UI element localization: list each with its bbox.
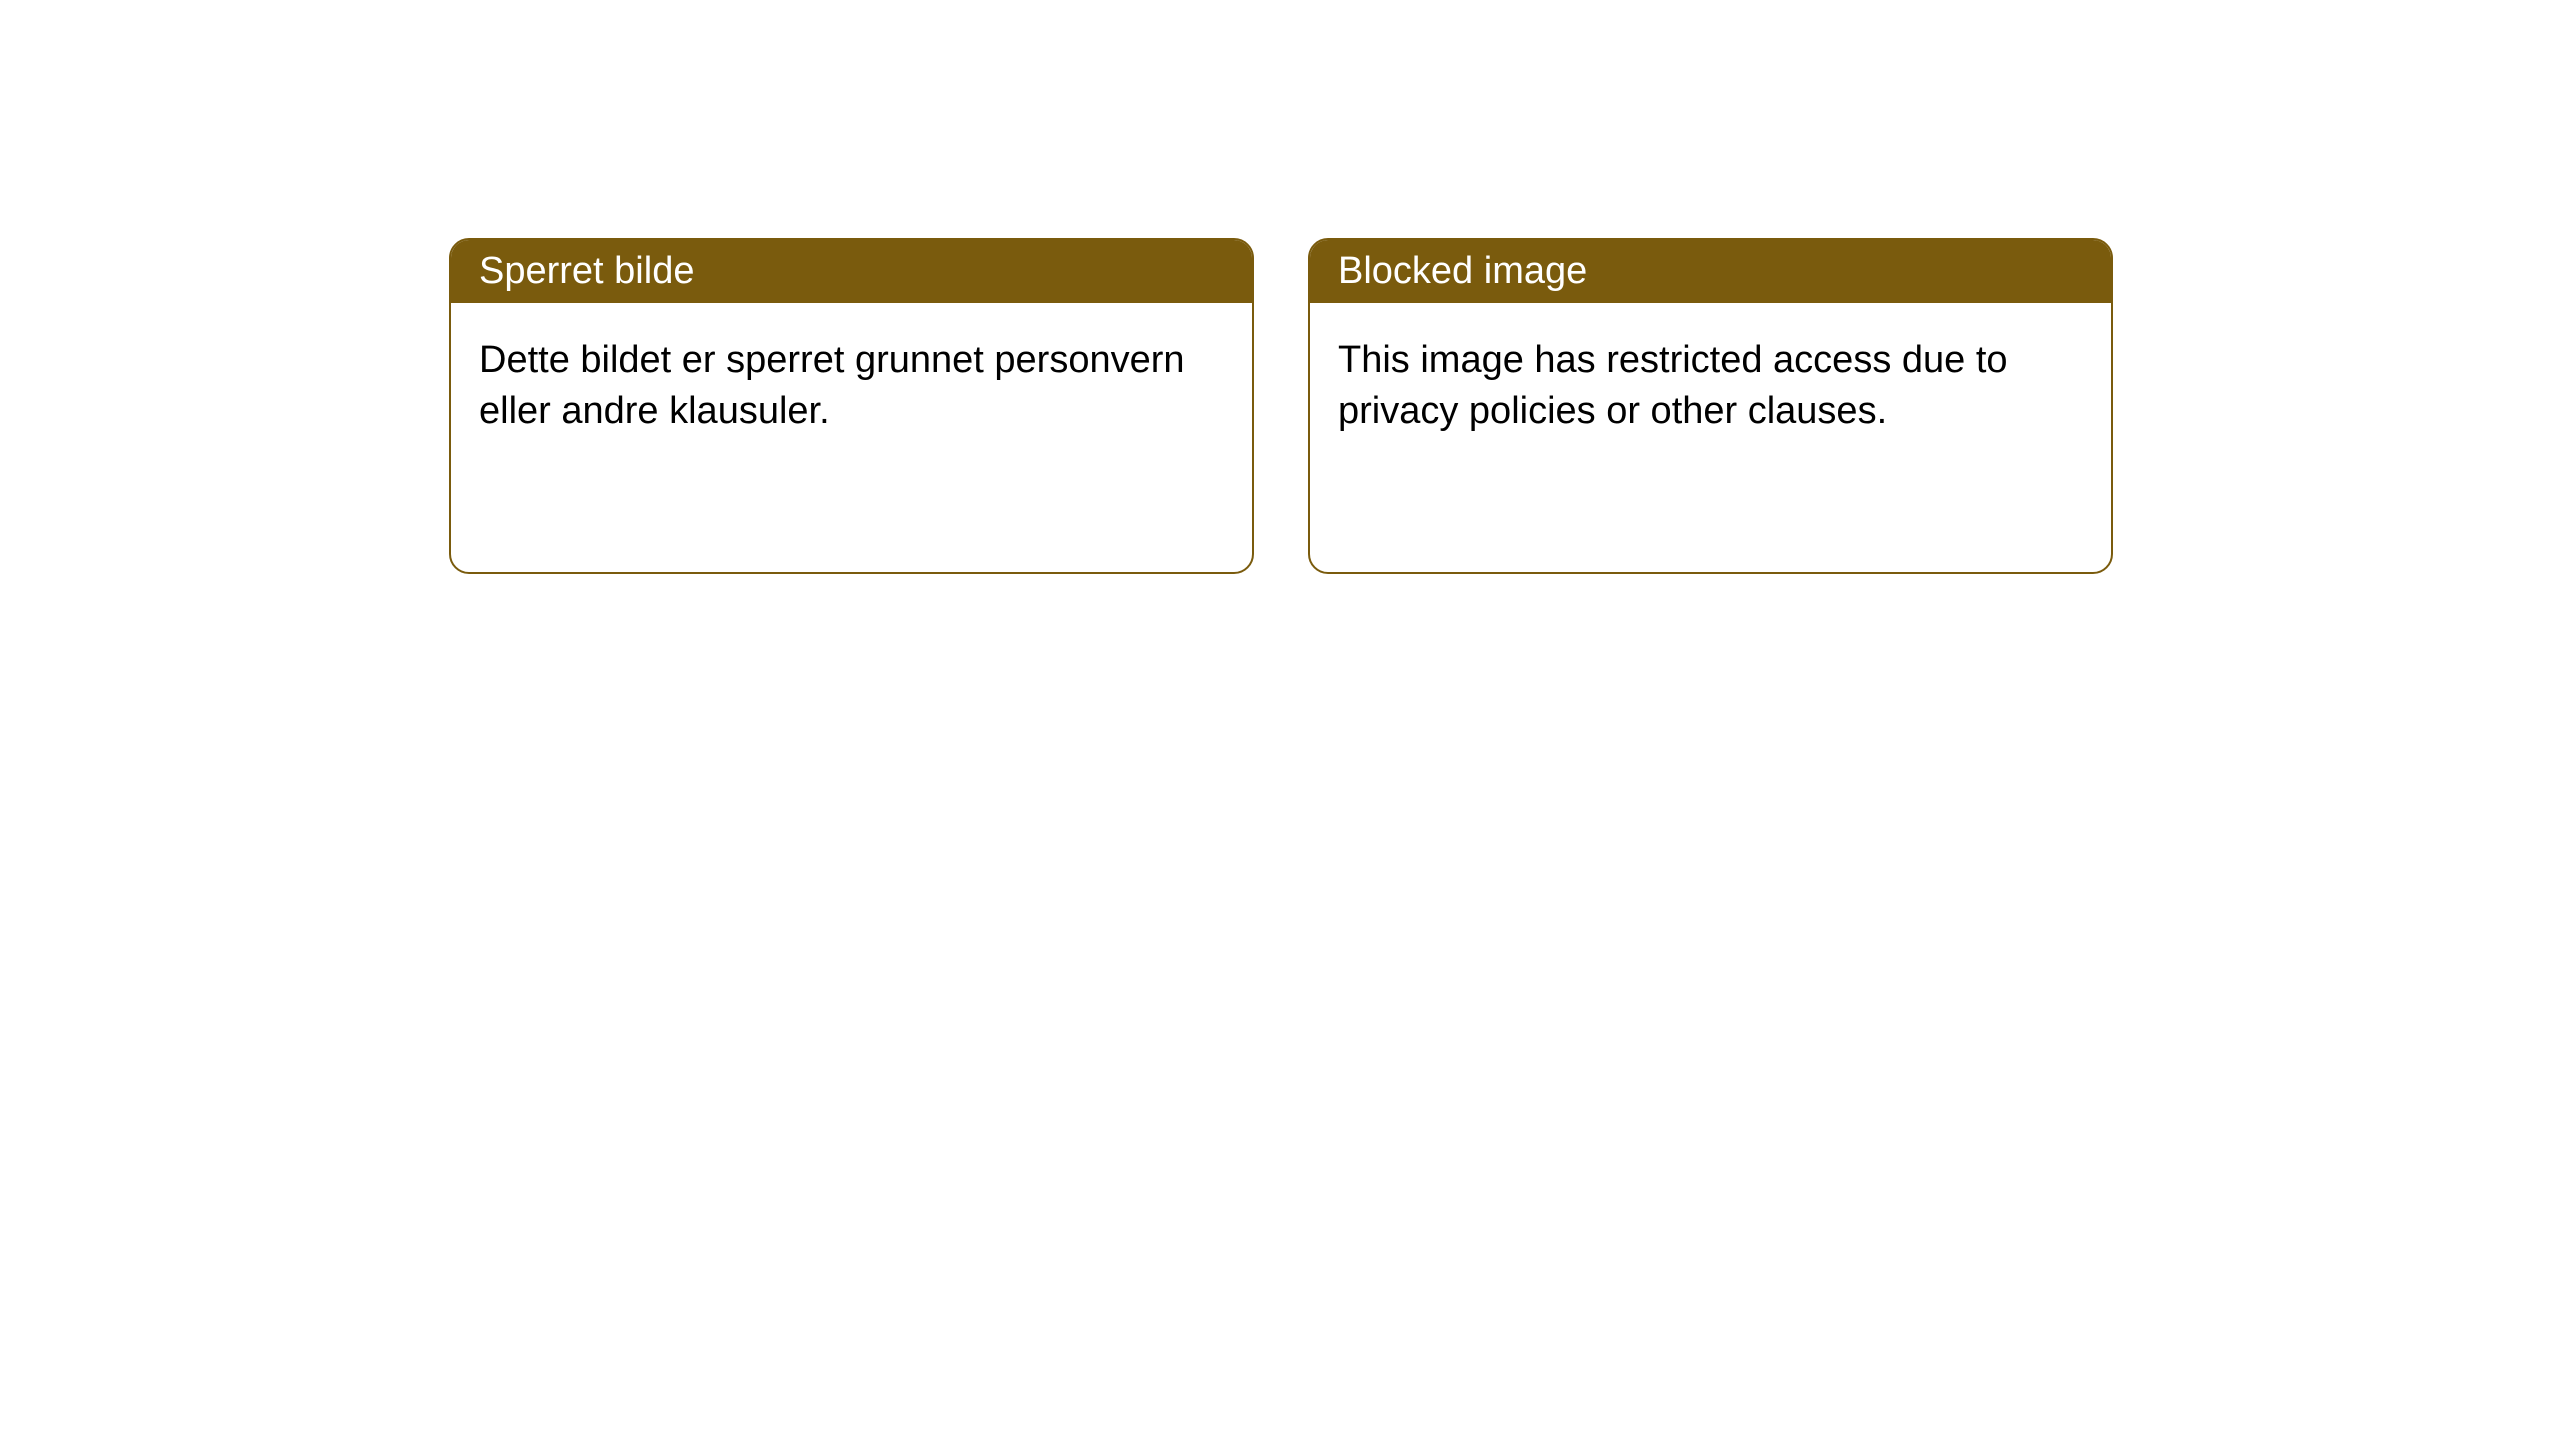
notice-card-title: Blocked image [1338,250,1587,292]
notice-card-english: Blocked image This image has restricted … [1308,238,2113,574]
notice-card-body: This image has restricted access due to … [1310,303,2111,470]
notice-card-norwegian: Sperret bilde Dette bildet er sperret gr… [449,238,1254,574]
notice-card-message: This image has restricted access due to … [1338,339,2008,432]
notice-card-body: Dette bildet er sperret grunnet personve… [451,303,1252,470]
notice-card-title: Sperret bilde [479,250,694,292]
notice-card-header: Sperret bilde [451,240,1252,303]
notice-cards-container: Sperret bilde Dette bildet er sperret gr… [449,238,2113,574]
notice-card-message: Dette bildet er sperret grunnet personve… [479,339,1185,432]
notice-card-header: Blocked image [1310,240,2111,303]
